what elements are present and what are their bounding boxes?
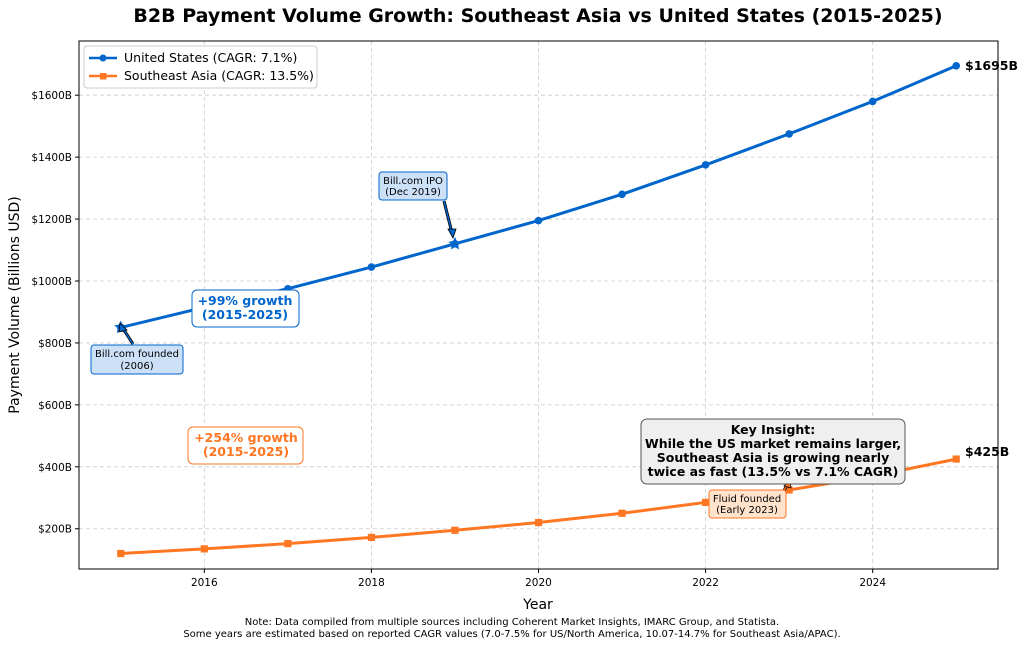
data-point-us — [785, 130, 793, 138]
annotation-text: (2006) — [120, 361, 153, 372]
data-point-sea — [117, 549, 125, 558]
x-tick-label: 2020 — [525, 577, 552, 589]
annotation-text: +99% growth — [198, 293, 293, 308]
annotation-billcom-founded: Bill.com founded (2006) — [90, 322, 184, 375]
annotation-fluid-founded: Fluid founded (Early 2023) — [708, 479, 792, 519]
x-axis-label: Year — [522, 597, 553, 613]
data-point-sea — [701, 498, 710, 507]
annotation-billcom-ipo: Bill.com IPO (Dec 2019) — [378, 171, 457, 239]
annotation-box — [191, 289, 300, 328]
y-tick-label: $1200B — [31, 214, 72, 226]
legend-box — [83, 45, 318, 89]
legend-label-us: United States (CAGR: 7.1%) — [124, 50, 297, 65]
annotation-key-insight: Key Insight: While the US market remains… — [640, 418, 906, 485]
annotation-arrowhead — [118, 322, 128, 333]
annotation-text: (Early 2023) — [716, 505, 778, 516]
legend-marker-sea — [100, 73, 107, 80]
event-star-billcom-ipo — [448, 236, 462, 250]
end-label-us: $1695B — [965, 58, 1018, 73]
y-tick-label: $1000B — [31, 276, 72, 288]
chart-title: B2B Payment Volume Growth: Southeast Asi… — [133, 5, 942, 27]
footnote-line-2: Some years are estimated based on report… — [183, 629, 840, 640]
annotation-box — [378, 171, 448, 201]
data-point-us — [701, 161, 710, 169]
annotation-box — [90, 344, 184, 375]
x-tick-label: 2024 — [859, 577, 886, 589]
y-axis-label: Payment Volume (Billions USD) — [7, 196, 23, 413]
data-point-us — [618, 190, 626, 199]
annotation-arrowhead — [447, 228, 457, 239]
annotation-text: (2015-2025) — [202, 307, 288, 322]
annotation-us-growth: +99% growth (2015-2025) — [191, 289, 300, 328]
y-tick-label: $800B — [38, 338, 72, 350]
annotation-text: twice as fast (13.5% vs 7.1% CAGR) — [648, 464, 899, 479]
data-point-sea — [534, 518, 543, 527]
annotation-text: Bill.com IPO — [383, 176, 443, 187]
end-label-sea: $425B — [965, 444, 1009, 459]
y-tick-label: $400B — [38, 462, 72, 474]
x-tick-label: 2022 — [692, 577, 719, 589]
data-point-us — [952, 61, 961, 70]
x-tick-label: 2018 — [358, 577, 385, 589]
y-axis: $200B $400B $600B $800B $1000B $1200B $1400B $1… — [31, 90, 79, 536]
data-point-sea — [618, 509, 626, 517]
annotation-text: Bill.com founded — [95, 349, 179, 360]
data-point-us — [868, 97, 877, 106]
legend: United States (CAGR: 7.1%) Southeast Asi… — [83, 45, 318, 89]
annotation-box — [640, 418, 906, 485]
annotation-box — [187, 426, 304, 465]
footnote-line-1: Note: Data compiled from multiple source… — [245, 617, 779, 628]
annotation-text: (2015-2025) — [203, 444, 289, 459]
y-tick-label: $600B — [38, 400, 72, 412]
annotation-text: Key Insight: — [731, 422, 816, 437]
annotation-text: (Dec 2019) — [385, 187, 441, 198]
data-point-sea — [451, 526, 459, 534]
data-point-us — [367, 263, 376, 271]
annotation-box — [708, 489, 787, 519]
data-point-sea — [952, 455, 960, 463]
annotation-text: Southeast Asia is growing nearly — [657, 450, 889, 465]
legend-marker-us — [99, 54, 107, 62]
legend-label-sea: Southeast Asia (CAGR: 13.5%) — [124, 68, 314, 83]
y-tick-label: $1400B — [31, 152, 72, 164]
data-point-us — [534, 216, 543, 225]
x-axis: 2016 2018 2020 2022 2024 — [191, 569, 886, 589]
y-tick-label: $200B — [38, 524, 72, 536]
annotation-text: +254% growth — [194, 430, 298, 445]
y-tick-label: $1600B — [31, 90, 72, 102]
data-point-sea — [284, 540, 292, 548]
annotation-arrow — [443, 200, 453, 234]
data-point-sea — [200, 545, 208, 553]
data-point-sea — [367, 533, 376, 542]
annotation-text: Fluid founded — [713, 494, 781, 505]
data-point-sea — [785, 486, 793, 494]
annotation-sea-growth: +254% growth (2015-2025) — [187, 426, 304, 465]
annotation-text: While the US market remains larger, — [645, 436, 901, 451]
x-tick-label: 2016 — [191, 577, 218, 589]
